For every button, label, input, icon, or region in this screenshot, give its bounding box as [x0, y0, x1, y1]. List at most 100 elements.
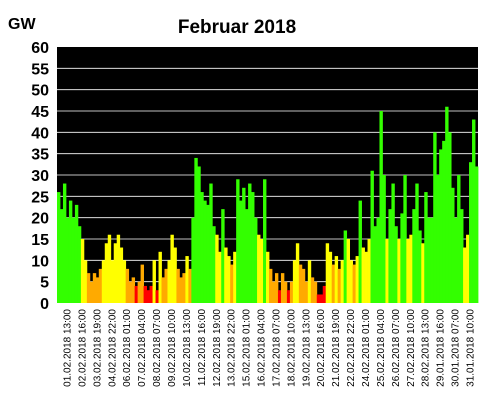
y-axis-unit: GW: [8, 16, 36, 33]
data-bar: [313, 281, 318, 303]
data-bar: [466, 234, 470, 303]
y-tick-label: 30: [31, 168, 49, 185]
data-bar: [83, 260, 88, 303]
data-bar: [295, 243, 300, 303]
data-bar: [77, 226, 82, 303]
y-tick-label: 35: [31, 147, 49, 164]
data-bar: [107, 234, 112, 303]
data-bar: [125, 268, 130, 303]
data-bar: [71, 217, 76, 303]
data-bar: [373, 226, 377, 303]
data-bar: [268, 268, 273, 303]
data-bar: [236, 179, 240, 303]
data-bar: [146, 290, 150, 303]
data-bar: [325, 243, 330, 303]
x-tick-label: 02.02.2018 16:00: [77, 309, 88, 387]
data-bar: [370, 170, 374, 303]
data-bar: [134, 285, 139, 303]
data-bar: [194, 157, 198, 303]
data-bar: [167, 260, 171, 303]
y-tick-label: 25: [31, 189, 49, 206]
data-bar: [442, 140, 446, 303]
data-bar: [95, 277, 100, 303]
x-tick-labels: 01.02.2018 13:00 02.02.2018 16:00 03.02.20…: [63, 309, 477, 387]
data-bar: [137, 281, 142, 303]
y-tick-label: 55: [31, 61, 49, 78]
data-bar: [454, 217, 458, 303]
data-bar: [143, 285, 147, 303]
data-bar: [463, 247, 467, 303]
data-bar: [65, 217, 70, 303]
data-bar: [215, 234, 219, 303]
data-bar: [128, 281, 133, 303]
data-bar: [460, 209, 464, 303]
data-bar: [101, 260, 106, 303]
data-bar: [110, 260, 115, 303]
data-bar: [248, 183, 252, 303]
data-bar: [179, 277, 183, 303]
data-bar: [301, 268, 306, 303]
data-bar: [158, 251, 162, 303]
x-tick-label: 20.02.2018 16:00: [316, 309, 327, 387]
data-bar: [119, 247, 124, 303]
data-bar: [352, 264, 356, 303]
data-bar: [316, 294, 321, 303]
data-bar: [149, 285, 153, 303]
y-tick-labels: 0 5 10 15 20 25 30 35 40 45 50 55 60: [31, 40, 49, 313]
data-bar: [182, 273, 186, 303]
data-bar: [191, 217, 195, 303]
data-bar: [260, 239, 264, 303]
data-bar: [170, 234, 174, 303]
data-bar: [59, 209, 64, 303]
data-bar: [406, 239, 410, 303]
data-bar: [233, 251, 237, 303]
data-bar: [206, 204, 210, 303]
data-bar: [89, 281, 94, 303]
x-tick-label: 21.02.2018 19:00: [331, 309, 342, 387]
data-bar: [421, 243, 425, 303]
data-bar: [334, 256, 339, 303]
data-bar: [245, 209, 249, 303]
data-bar: [388, 209, 392, 303]
data-bar: [448, 132, 452, 303]
data-bar: [113, 243, 118, 303]
data-bar: [230, 264, 234, 303]
y-tick-label: 60: [31, 40, 49, 57]
data-bar: [445, 106, 449, 303]
x-tick-label: 25.02.2018 04:00: [376, 309, 387, 387]
x-tick-label: 07.02.2018 04:00: [137, 309, 148, 387]
data-bar: [358, 200, 362, 303]
data-bar: [322, 285, 327, 303]
x-tick-label: 26.02.2018 07:00: [391, 309, 402, 387]
data-bar: [203, 200, 207, 303]
data-bar: [412, 209, 416, 303]
x-tick-label: 11.02.2018 16:00: [197, 309, 208, 387]
data-bar: [224, 247, 228, 303]
data-bar: [298, 264, 303, 303]
x-tick-label: 15.02.2018 01:00: [242, 309, 253, 387]
x-tick-label: 31.01.2018 10:00: [466, 309, 477, 387]
data-bar: [397, 239, 401, 303]
data-bar: [251, 192, 255, 303]
data-bar: [394, 226, 398, 303]
data-bar: [197, 166, 201, 303]
data-bar: [185, 256, 189, 303]
x-tick-label: 29.01.2018 16:00: [436, 309, 447, 387]
data-bar: [161, 277, 165, 303]
data-bar: [86, 273, 91, 303]
data-bar: [349, 260, 353, 303]
data-bar: [367, 239, 371, 303]
y-tick-label: 20: [31, 211, 49, 228]
data-bar: [340, 260, 345, 303]
y-tick-label: 5: [40, 275, 49, 292]
data-bar: [80, 239, 85, 303]
x-tick-label: 22.02.2018 22:00: [346, 309, 357, 387]
data-bar: [391, 183, 395, 303]
data-bar: [379, 111, 383, 303]
data-bar: [427, 217, 431, 303]
data-bar: [254, 217, 258, 303]
data-bar: [439, 149, 443, 303]
data-bar: [221, 209, 225, 303]
data-bar: [188, 268, 192, 303]
